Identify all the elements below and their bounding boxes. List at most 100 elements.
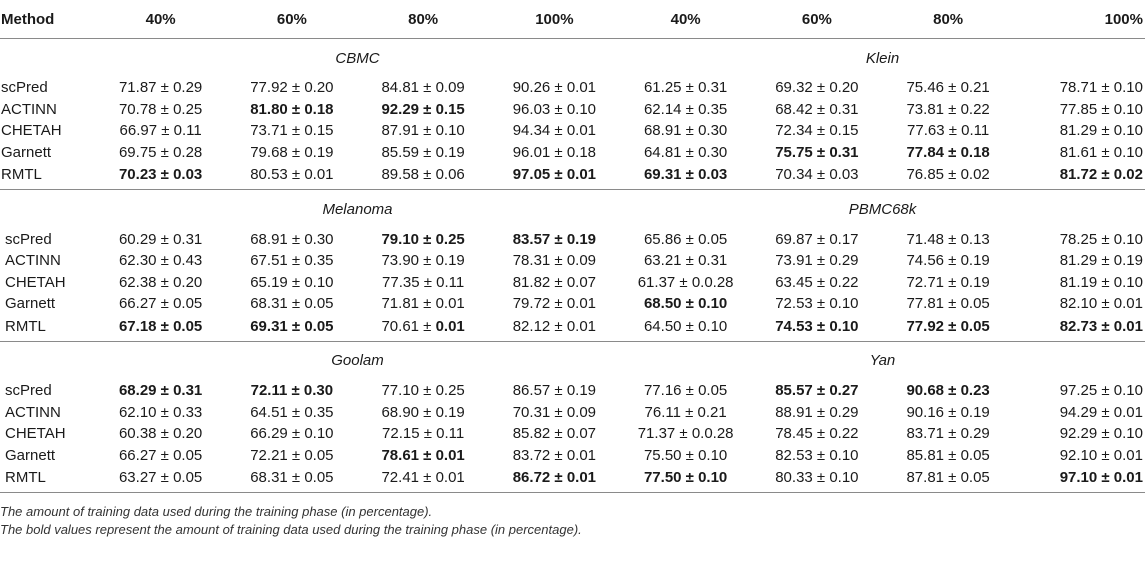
header-col: 80% — [882, 0, 1014, 39]
value-cell: 89.58 ± 0.06 — [357, 163, 489, 191]
table-row: scPred 60.29 ± 0.31 68.91 ± 0.30 79.10 ± 0.… — [0, 228, 1145, 250]
dataset-label-left: CBMC — [335, 49, 380, 67]
value-cell: 69.75 ± 0.28 — [118, 144, 203, 162]
value-cell: 63.21 ± 0.31 — [643, 252, 728, 270]
value-cell: 67.18 ± 0.05 — [95, 314, 227, 342]
table-row: RMTL 67.18 ± 0.05 69.31 ± 0.05 70.61 ± 0.01… — [0, 314, 1145, 342]
value-cell: 81.61 ± 0.10 — [1059, 144, 1143, 162]
dataset-header-row: Melanoma PBMC68k — [0, 190, 1145, 229]
method-name: scPred — [5, 230, 52, 248]
table-row: ACTINN 62.10 ± 0.33 64.51 ± 0.35 68.90 ± 0.… — [0, 401, 1145, 423]
value-cell: 94.34 ± 0.01 — [512, 122, 597, 140]
value-cell: 62.10 ± 0.33 — [118, 403, 203, 421]
value-cell: 66.27 ± 0.05 — [118, 446, 203, 464]
table-row: CHETAH 62.38 ± 0.20 65.19 ± 0.10 77.35 ± 0.… — [0, 272, 1145, 294]
value-cell: 83.57 ± 0.19 — [512, 230, 597, 248]
value-cell: 85.82 ± 0.07 — [512, 425, 597, 443]
value-cell: 87.91 ± 0.10 — [381, 122, 465, 140]
value-cell: 61.37 ± 0.0.28 — [637, 273, 734, 291]
value-cell: 85.59 ± 0.19 — [381, 144, 465, 162]
value-text-bold: 0.01 — [435, 317, 465, 335]
value-cell: 82.12 ± 0.01 — [488, 314, 620, 342]
table-row: CHETAH 60.38 ± 0.20 66.29 ± 0.10 72.15 ± 0.… — [0, 423, 1145, 445]
value-cell: 62.38 ± 0.20 — [118, 273, 203, 291]
value-cell: 68.31 ± 0.05 — [226, 466, 358, 494]
dataset-header-row: CBMC Klein — [0, 39, 1145, 78]
method-name: RMTL — [0, 466, 95, 494]
value-cell: 64.51 ± 0.35 — [250, 403, 334, 421]
method-name: Garnett — [5, 446, 56, 464]
value-cell: 90.68 ± 0.23 — [906, 382, 990, 400]
value-cell: 86.57 ± 0.19 — [512, 382, 597, 400]
value-cell: 79.68 ± 0.19 — [250, 144, 334, 162]
method-name: ACTINN — [5, 403, 61, 421]
value-cell: 72.71 ± 0.19 — [906, 273, 990, 291]
value-cell: 72.41 ± 0.01 — [357, 466, 489, 494]
table-row: scPred 68.29 ± 0.31 72.11 ± 0.30 77.10 ± 0.… — [0, 380, 1145, 402]
dataset-label-right: Klein — [865, 49, 900, 67]
value-cell: 71.81 ± 0.01 — [381, 295, 465, 313]
value-cell: 72.53 ± 0.10 — [775, 295, 859, 313]
table-header: Method 40% 60% 80% 100% 40% 60% 80% 100% — [0, 0, 1145, 39]
value-cell: 61.25 ± 0.31 — [643, 79, 728, 97]
header-col: 100% — [488, 0, 620, 39]
method-name: Garnett — [1, 144, 52, 162]
value-cell: 78.45 ± 0.22 — [775, 425, 859, 443]
value-cell: 78.25 ± 0.10 — [1059, 230, 1143, 248]
value-cell: 82.10 ± 0.01 — [1059, 295, 1143, 313]
value-cell: 69.32 ± 0.20 — [775, 79, 859, 97]
value-cell: 80.33 ± 0.10 — [751, 466, 883, 494]
value-cell: 65.86 ± 0.05 — [643, 230, 728, 248]
section-2: Melanoma PBMC68k scPred 60.29 ± 0.31 68.91 ±… — [0, 190, 1145, 342]
value-cell: 96.03 ± 0.10 — [512, 100, 597, 118]
value-cell: 84.81 ± 0.09 — [381, 79, 465, 97]
value-cell: 68.31 ± 0.05 — [250, 295, 334, 313]
value-cell: 70.23 ± 0.03 — [95, 163, 227, 191]
value-cell: 65.19 ± 0.10 — [250, 273, 334, 291]
table-row: ACTINN 62.30 ± 0.43 67.51 ± 0.35 73.90 ± 0.… — [0, 250, 1145, 272]
table-row: Garnett 66.27 ± 0.05 68.31 ± 0.05 71.81 ± 0… — [0, 293, 1145, 315]
blank-cell — [0, 39, 95, 78]
method-name: ACTINN — [5, 252, 61, 270]
value-cell: 73.91 ± 0.29 — [775, 252, 859, 270]
method-name: RMTL — [0, 163, 95, 191]
value-cell: 72.34 ± 0.15 — [775, 122, 859, 140]
value-cell: 71.37 ± 0.0.28 — [637, 425, 734, 443]
value-cell: 78.31 ± 0.09 — [512, 252, 597, 270]
table-notes: The amount of training data used during … — [0, 503, 582, 539]
value-cell: 73.71 ± 0.15 — [250, 122, 334, 140]
value-cell: 96.01 ± 0.18 — [512, 144, 597, 162]
dataset-label-right: Yan — [869, 352, 896, 370]
section-1: CBMC Klein scPred 71.87 ± 0.29 77.92 ± 0.20 8… — [0, 39, 1145, 191]
section-3: Goolam Yan scPred 68.29 ± 0.31 72.11 ± 0.30 7… — [0, 341, 1145, 494]
value-cell: 77.10 ± 0.25 — [381, 382, 465, 400]
value-cell: 77.81 ± 0.05 — [906, 295, 990, 313]
table-row: CHETAH 66.97 ± 0.11 73.71 ± 0.15 87.91 ± 0.… — [0, 120, 1145, 142]
value-cell: 66.27 ± 0.05 — [118, 295, 203, 313]
value-cell: 68.29 ± 0.31 — [118, 382, 203, 400]
dataset-label-left: Goolam — [331, 352, 384, 370]
value-cell: 68.50 ± 0.10 — [643, 295, 728, 313]
value-cell: 81.72 ± 0.02 — [1013, 163, 1145, 191]
blank-cell — [0, 341, 95, 380]
value-cell: 77.35 ± 0.11 — [382, 273, 465, 291]
value-cell: 68.90 ± 0.19 — [381, 403, 465, 421]
value-cell: 62.14 ± 0.35 — [643, 100, 728, 118]
header-col: 100% — [1013, 0, 1145, 39]
value-cell: 70.78 ± 0.25 — [118, 100, 203, 118]
method-name: ACTINN — [1, 100, 57, 118]
value-cell: 94.29 ± 0.01 — [1059, 403, 1143, 421]
value-cell: 73.90 ± 0.19 — [381, 252, 465, 270]
value-cell: 75.50 ± 0.10 — [643, 446, 728, 464]
value-cell: 63.45 ± 0.22 — [775, 273, 859, 291]
value-cell: 77.84 ± 0.18 — [906, 144, 990, 162]
value-cell: 79.72 ± 0.01 — [512, 295, 597, 313]
value-cell: 72.15 ± 0.11 — [382, 425, 465, 443]
value-cell: 75.46 ± 0.21 — [906, 79, 990, 97]
value-cell: 70.31 ± 0.09 — [512, 403, 597, 421]
value-cell: 77.92 ± 0.20 — [250, 79, 334, 97]
dataset-label-right: PBMC68k — [848, 200, 917, 218]
header-col: 40% — [620, 0, 752, 39]
value-cell: 77.50 ± 0.10 — [620, 466, 752, 494]
